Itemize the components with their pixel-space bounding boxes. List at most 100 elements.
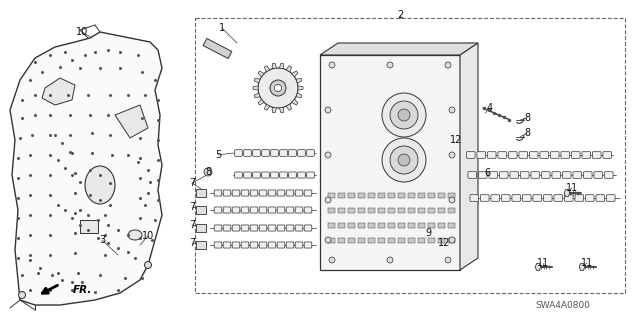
Bar xyxy=(438,238,445,243)
Text: 8: 8 xyxy=(205,167,211,177)
Text: 8: 8 xyxy=(524,128,530,138)
FancyBboxPatch shape xyxy=(489,172,497,178)
FancyBboxPatch shape xyxy=(223,242,231,248)
FancyBboxPatch shape xyxy=(295,190,303,196)
Circle shape xyxy=(325,152,331,158)
FancyBboxPatch shape xyxy=(552,172,561,178)
FancyBboxPatch shape xyxy=(235,150,243,156)
Bar xyxy=(448,238,455,243)
FancyBboxPatch shape xyxy=(244,150,252,156)
FancyBboxPatch shape xyxy=(561,152,570,158)
FancyBboxPatch shape xyxy=(277,225,285,231)
Circle shape xyxy=(19,292,26,299)
Text: 7: 7 xyxy=(189,178,195,188)
FancyBboxPatch shape xyxy=(277,190,285,196)
Bar xyxy=(448,223,455,228)
FancyBboxPatch shape xyxy=(232,207,240,213)
FancyBboxPatch shape xyxy=(572,152,580,158)
FancyBboxPatch shape xyxy=(289,150,296,156)
Circle shape xyxy=(204,168,212,176)
FancyBboxPatch shape xyxy=(250,207,258,213)
FancyBboxPatch shape xyxy=(586,195,594,201)
Bar xyxy=(448,208,455,213)
Polygon shape xyxy=(320,43,478,55)
Bar xyxy=(378,193,385,198)
FancyBboxPatch shape xyxy=(253,150,260,156)
FancyBboxPatch shape xyxy=(498,152,506,158)
FancyBboxPatch shape xyxy=(522,195,531,201)
FancyBboxPatch shape xyxy=(286,190,294,196)
FancyBboxPatch shape xyxy=(295,225,303,231)
Polygon shape xyxy=(535,263,541,271)
FancyBboxPatch shape xyxy=(307,150,314,156)
FancyBboxPatch shape xyxy=(214,190,222,196)
FancyBboxPatch shape xyxy=(468,172,477,178)
Bar xyxy=(368,223,375,228)
FancyBboxPatch shape xyxy=(477,152,486,158)
Polygon shape xyxy=(264,66,270,72)
FancyBboxPatch shape xyxy=(250,242,258,248)
FancyBboxPatch shape xyxy=(467,152,475,158)
Bar xyxy=(388,208,395,213)
Bar xyxy=(328,193,335,198)
Text: 9: 9 xyxy=(425,228,431,238)
Polygon shape xyxy=(298,86,303,90)
FancyBboxPatch shape xyxy=(259,207,267,213)
Polygon shape xyxy=(460,43,478,270)
FancyBboxPatch shape xyxy=(520,172,529,178)
Bar xyxy=(348,223,355,228)
FancyBboxPatch shape xyxy=(593,152,601,158)
FancyBboxPatch shape xyxy=(499,172,508,178)
FancyBboxPatch shape xyxy=(596,195,605,201)
FancyBboxPatch shape xyxy=(564,195,573,201)
FancyBboxPatch shape xyxy=(289,172,296,178)
FancyBboxPatch shape xyxy=(241,242,249,248)
Polygon shape xyxy=(296,93,302,98)
Bar xyxy=(398,223,405,228)
FancyBboxPatch shape xyxy=(280,172,287,178)
FancyBboxPatch shape xyxy=(241,207,249,213)
Text: 1: 1 xyxy=(219,23,225,33)
Circle shape xyxy=(275,85,282,92)
Circle shape xyxy=(449,197,455,203)
Bar xyxy=(368,238,375,243)
Text: 3: 3 xyxy=(99,235,105,245)
Text: 10: 10 xyxy=(142,231,154,241)
FancyBboxPatch shape xyxy=(214,207,222,213)
FancyBboxPatch shape xyxy=(244,172,252,178)
FancyBboxPatch shape xyxy=(268,207,276,213)
Bar xyxy=(398,238,405,243)
FancyBboxPatch shape xyxy=(259,190,267,196)
FancyBboxPatch shape xyxy=(214,225,222,231)
Bar xyxy=(408,238,415,243)
FancyBboxPatch shape xyxy=(529,152,538,158)
Bar xyxy=(418,238,425,243)
Circle shape xyxy=(145,262,152,269)
Text: 12: 12 xyxy=(438,238,450,248)
FancyBboxPatch shape xyxy=(554,195,563,201)
FancyBboxPatch shape xyxy=(223,190,231,196)
Bar xyxy=(378,238,385,243)
Text: SWA4A0800: SWA4A0800 xyxy=(536,301,591,310)
FancyBboxPatch shape xyxy=(304,225,312,231)
FancyBboxPatch shape xyxy=(582,152,591,158)
FancyBboxPatch shape xyxy=(533,195,541,201)
FancyBboxPatch shape xyxy=(268,242,276,248)
Bar xyxy=(398,208,405,213)
Polygon shape xyxy=(292,99,298,105)
FancyBboxPatch shape xyxy=(232,190,240,196)
FancyBboxPatch shape xyxy=(304,207,312,213)
Bar xyxy=(328,223,335,228)
FancyBboxPatch shape xyxy=(479,172,487,178)
Circle shape xyxy=(325,107,331,113)
FancyBboxPatch shape xyxy=(277,207,285,213)
FancyBboxPatch shape xyxy=(277,242,285,248)
FancyBboxPatch shape xyxy=(295,207,303,213)
Polygon shape xyxy=(292,71,298,77)
Bar xyxy=(195,18,625,293)
FancyBboxPatch shape xyxy=(262,172,269,178)
Text: 11: 11 xyxy=(566,183,578,193)
FancyBboxPatch shape xyxy=(531,172,540,178)
Polygon shape xyxy=(280,63,284,69)
Circle shape xyxy=(445,62,451,68)
